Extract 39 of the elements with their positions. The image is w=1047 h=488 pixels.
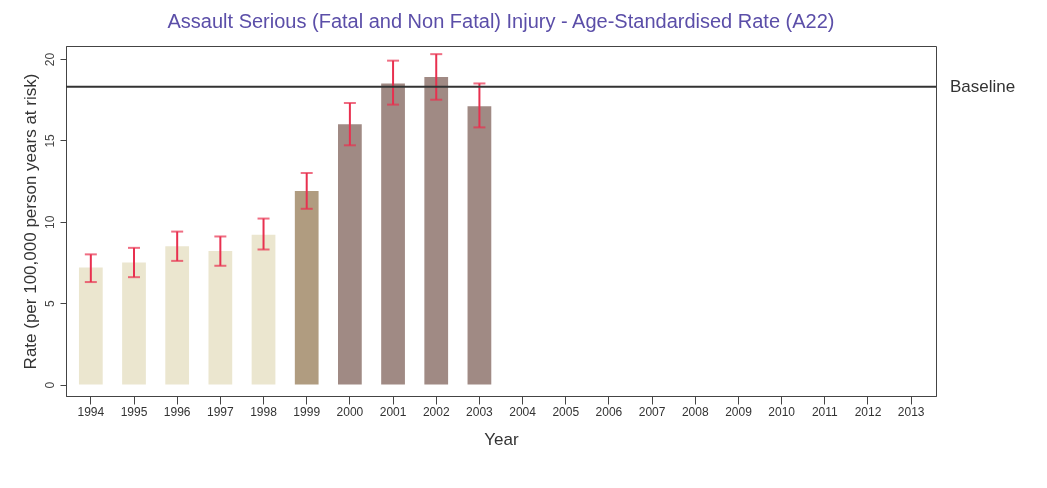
x-tick-label: 2009	[725, 404, 753, 419]
x-tick-label: 2003	[466, 404, 494, 419]
bar	[381, 83, 405, 385]
x-tick-label: 1995	[120, 404, 148, 419]
y-tick-label: 10	[42, 215, 57, 229]
x-tick-label: 2004	[509, 404, 537, 419]
chart-title: Assault Serious (Fatal and Non Fatal) Injury - Age-Standardised Rate (A22)	[167, 10, 835, 32]
x-tick-label: 2008	[681, 404, 709, 419]
x-tick-label: 2006	[595, 404, 623, 419]
bar	[78, 267, 103, 385]
bar	[122, 262, 146, 385]
bar	[338, 124, 362, 385]
x-tick-label: 2002	[422, 404, 450, 419]
y-axis-title: Rate (per 100,000 person years at risk)	[20, 73, 40, 370]
y-tick-label: 15	[42, 133, 57, 148]
ref-line-label: Baseline	[950, 76, 1016, 96]
bar	[208, 251, 233, 385]
x-tick-label: 2007	[638, 404, 666, 419]
x-tick-label: 1998	[250, 404, 278, 419]
x-tick-label: 1999	[293, 404, 321, 419]
x-tick-label: 2000	[336, 404, 364, 419]
x-tick-label: 2005	[552, 404, 580, 419]
x-tick-label: 1996	[163, 404, 191, 419]
bar	[251, 234, 276, 385]
bar	[165, 246, 190, 385]
x-tick-label: 2010	[768, 404, 796, 419]
y-tick-label: 20	[42, 52, 57, 67]
x-tick-label: 2012	[854, 404, 882, 419]
x-tick-label: 1997	[207, 404, 235, 419]
y-tick-label: 5	[42, 300, 57, 308]
bar	[294, 190, 319, 385]
bar	[424, 76, 449, 385]
x-tick-label: 2013	[897, 404, 925, 419]
x-tick-label: 2011	[811, 404, 839, 419]
x-tick-label: 2001	[379, 404, 407, 419]
x-tick-label: 1994	[77, 404, 105, 419]
y-tick-label: 0	[42, 381, 57, 389]
x-axis-title: Year	[484, 429, 520, 449]
bar	[467, 106, 492, 385]
